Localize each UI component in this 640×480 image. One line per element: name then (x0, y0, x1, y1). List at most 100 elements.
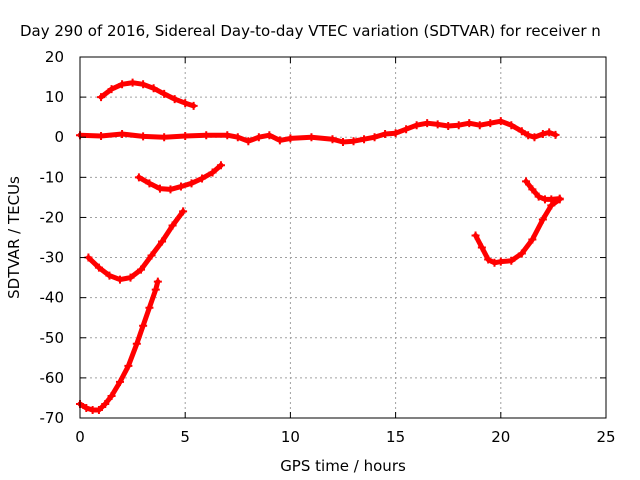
y-tick-label: -20 (40, 208, 65, 226)
data-point (94, 405, 103, 414)
series-line (77, 118, 558, 145)
y-tick-label: -10 (40, 168, 65, 186)
plot-frame (79, 56, 607, 419)
data-point (475, 121, 484, 130)
series-line (98, 80, 197, 109)
data-series-4 (84, 207, 188, 284)
data-point (507, 256, 516, 265)
data-series-6 (471, 195, 564, 267)
data-point (118, 130, 127, 139)
data-point (381, 130, 390, 139)
data-point (412, 121, 421, 130)
data-point (139, 321, 148, 330)
y-tick-label: 20 (45, 48, 64, 66)
data-series-5 (76, 277, 162, 414)
data-point (170, 95, 179, 104)
y-tick-label: -40 (40, 289, 65, 307)
data-point (216, 161, 225, 170)
x-tick-label: 25 (596, 428, 615, 446)
data-point (94, 263, 103, 272)
data-point (265, 131, 274, 140)
x-axis-label: GPS time / hours (280, 457, 406, 475)
data-point (465, 119, 474, 128)
data-point (149, 84, 158, 93)
chart-title: Day 290 of 2016, Sidereal Day-to-day VTE… (20, 22, 601, 40)
data-point (254, 133, 263, 142)
data-point (496, 117, 505, 126)
y-axis-label: SDTVAR / TECUs (5, 176, 23, 299)
y-tick-label: 0 (54, 128, 64, 146)
y-tick-label: -70 (40, 409, 65, 427)
data-point (454, 121, 463, 130)
data-point (528, 235, 537, 244)
data-point (107, 391, 116, 400)
data-point (198, 174, 207, 183)
data-point (538, 130, 547, 139)
axis-ticks: 0 5 10 15 20 25 20 10 0 -10 -20 -30 -40 -50 -60 -70 (40, 48, 616, 446)
data-point (124, 361, 133, 370)
data-point (530, 133, 539, 142)
data-point (349, 137, 358, 146)
data-point (187, 179, 196, 188)
series-line (473, 196, 563, 266)
data-point (202, 131, 211, 140)
data-point (433, 120, 442, 129)
data-point (115, 275, 124, 284)
data-point (547, 195, 556, 204)
data-point (151, 285, 160, 294)
data-point (286, 134, 295, 143)
data-point (115, 377, 124, 386)
y-tick-label: 10 (45, 88, 64, 106)
data-point (402, 125, 411, 134)
data-point (160, 133, 169, 142)
data-point (517, 249, 526, 258)
data-point (158, 237, 167, 246)
data-point (132, 339, 141, 348)
data-point (139, 80, 148, 89)
data-point (101, 399, 110, 408)
data-point (181, 132, 190, 141)
data-point (107, 85, 116, 94)
data-point (139, 132, 148, 141)
data-point (307, 133, 316, 142)
data-point (360, 135, 369, 144)
data-point (181, 99, 190, 108)
data-point (528, 185, 537, 194)
data-point (147, 251, 156, 260)
data-point (534, 192, 543, 201)
x-tick-label: 5 (180, 428, 190, 446)
data-point (423, 119, 432, 128)
data-point (477, 243, 486, 252)
series-group (76, 78, 564, 414)
data-point (208, 168, 217, 177)
data-point (128, 78, 137, 87)
data-series-7 (522, 177, 564, 204)
data-point (484, 255, 493, 264)
data-point (517, 127, 526, 136)
data-point (538, 215, 547, 224)
data-point (555, 194, 564, 203)
y-tick-label: -50 (40, 329, 65, 347)
data-point (486, 119, 495, 128)
data-point (82, 403, 91, 412)
data-point (339, 138, 347, 147)
data-point (118, 80, 127, 89)
data-series-2 (97, 78, 198, 110)
data-point (176, 182, 185, 191)
data-point (545, 128, 554, 137)
data-point (145, 303, 154, 312)
data-point (97, 93, 106, 102)
data-point (145, 179, 154, 188)
data-point (223, 131, 232, 140)
y-tick-label: -30 (40, 249, 65, 267)
data-series-3 (134, 161, 225, 194)
data-point (189, 101, 198, 110)
data-point (471, 231, 480, 240)
data-point (155, 184, 164, 193)
data-point (137, 265, 146, 274)
data-point (233, 133, 242, 142)
data-point (126, 273, 135, 282)
y-tick-label: -60 (40, 369, 65, 387)
data-point (105, 271, 114, 280)
